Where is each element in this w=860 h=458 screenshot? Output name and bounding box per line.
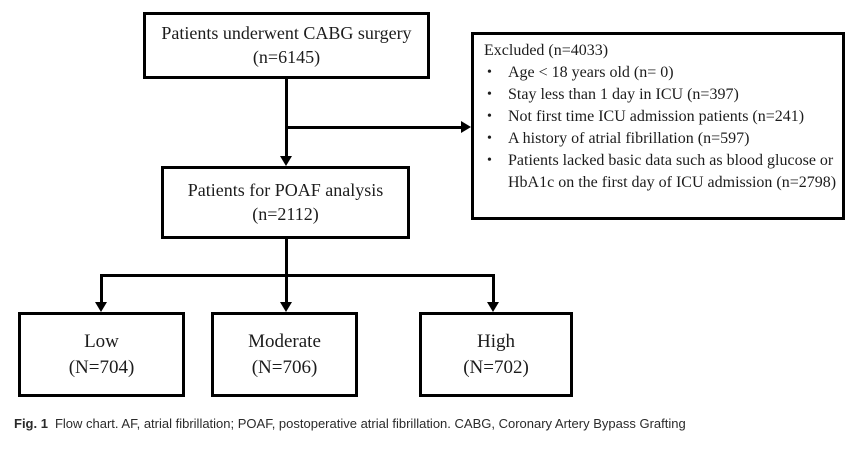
excluded-item-text: Age < 18 years old (n= 0) — [508, 64, 674, 81]
box-cabg-count: (n=6145) — [252, 46, 321, 67]
connector-split-to-high — [492, 276, 495, 304]
excluded-item: • Stay less than 1 day in ICU (n=397) — [484, 84, 838, 106]
connector-top-to-poaf — [285, 79, 288, 157]
arrowhead-right-excluded-icon — [461, 121, 471, 133]
arrowhead-down-poaf-icon — [280, 156, 292, 166]
bullet-icon: • — [487, 65, 492, 80]
box-poaf-count: (n=2112) — [252, 203, 319, 224]
excluded-item-text: Not first time ICU admission patients (n… — [508, 108, 805, 125]
figure-caption: Fig. 1 Flow chart. AF, atrial fibrillatio… — [14, 416, 846, 431]
box-poaf-label: Patients for POAF analysis — [187, 179, 384, 200]
caption-text: Flow chart. AF, atrial fibrillation; POA… — [54, 416, 686, 431]
connector-split-to-moderate — [285, 276, 288, 304]
arrowhead-down-moderate-icon — [280, 302, 292, 312]
arrowhead-down-high-icon — [487, 302, 499, 312]
box-cabg-surgery-patients: Patients underwent CABG surgery (n=6145) — [143, 12, 430, 79]
box-risk-low: Low (N=704) — [18, 312, 185, 397]
excluded-item-text: A history of atrial fibrillation (n=597) — [508, 130, 750, 147]
excluded-item: • A history of atrial fibrillation (n=59… — [484, 128, 838, 150]
bullet-icon: • — [487, 131, 492, 146]
box-low-count: (N=704) — [68, 356, 135, 378]
box-risk-moderate: Moderate (N=706) — [211, 312, 358, 397]
box-poaf-analysis: Patients for POAF analysis (n=2112) — [161, 166, 410, 239]
box-moderate-count: (N=706) — [251, 356, 318, 378]
connector-branch-to-excluded — [286, 126, 462, 129]
excluded-list: • Age < 18 years old (n= 0) • Stay less … — [484, 62, 838, 194]
box-high-label: High — [477, 331, 515, 353]
arrowhead-down-low-icon — [95, 302, 107, 312]
excluded-title: Excluded (n=4033) — [484, 42, 609, 59]
excluded-item-text: Patients lacked basic data such as blood… — [508, 152, 837, 191]
box-moderate-label: Moderate — [248, 331, 321, 353]
bullet-icon: • — [487, 109, 492, 124]
bullet-icon: • — [487, 87, 492, 102]
connector-split-bar — [100, 274, 495, 277]
box-cabg-label: Patients underwent CABG surgery — [161, 22, 412, 43]
excluded-item: • Not first time ICU admission patients … — [484, 106, 838, 128]
box-excluded: Excluded (n=4033) • Age < 18 years old (… — [471, 32, 845, 220]
bullet-icon: • — [487, 153, 492, 168]
box-low-label: Low — [84, 331, 119, 353]
caption-label: Fig. 1 — [14, 416, 48, 431]
connector-split-to-low — [100, 276, 103, 304]
box-risk-high: High (N=702) — [419, 312, 573, 397]
excluded-item-text: Stay less than 1 day in ICU (n=397) — [508, 86, 739, 103]
excluded-item: • Age < 18 years old (n= 0) — [484, 62, 838, 84]
connector-poaf-to-split — [285, 239, 288, 277]
box-high-count: (N=702) — [463, 356, 529, 378]
excluded-item: • Patients lacked basic data such as blo… — [484, 150, 838, 194]
